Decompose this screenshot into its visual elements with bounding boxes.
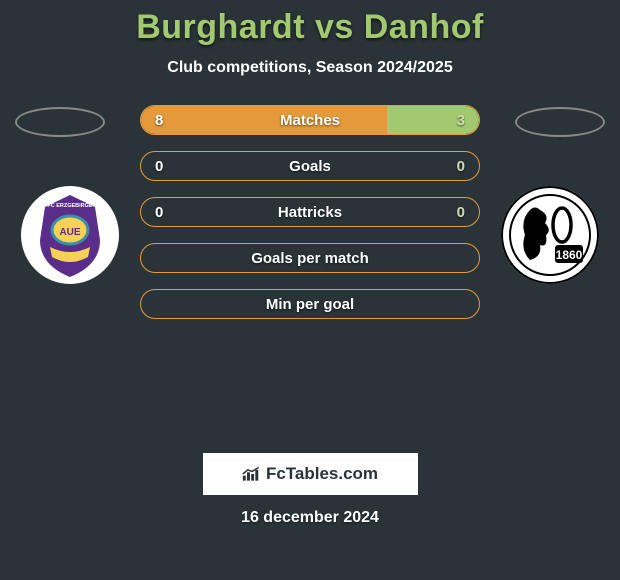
svg-text:1860: 1860	[556, 248, 583, 262]
stat-value-left: 0	[155, 158, 185, 175]
team-badge-right: 1860	[500, 185, 600, 285]
stat-bar: 0Hattricks0	[140, 197, 480, 227]
stat-value-left: 0	[155, 204, 185, 221]
stat-bars: 8Matches30Goals00Hattricks0Goals per mat…	[140, 105, 480, 335]
chart-icon	[242, 466, 262, 482]
comparison-card: Burghardt vs Danhof Club competitions, S…	[0, 0, 620, 527]
stat-label: Min per goal	[185, 296, 435, 313]
page-title: Burghardt vs Danhof	[0, 8, 620, 47]
stat-label: Goals	[185, 158, 435, 175]
stat-value-right: 0	[435, 204, 465, 221]
stat-label: Hattricks	[185, 204, 435, 221]
stat-value-right: 3	[435, 112, 465, 129]
main-area: AUE FC ERZGEBIRGE 1860 8Matches30Goals00…	[0, 105, 620, 445]
svg-text:FC ERZGEBIRGE: FC ERZGEBIRGE	[47, 203, 93, 209]
stat-bar: Min per goal	[140, 289, 480, 319]
stat-label: Matches	[185, 112, 435, 129]
stat-bar: 8Matches3	[140, 105, 480, 135]
stat-value-left: 8	[155, 112, 185, 129]
team-badge-left: AUE FC ERZGEBIRGE	[20, 185, 120, 285]
stat-value-right: 0	[435, 158, 465, 175]
svg-text:AUE: AUE	[59, 227, 80, 238]
right-oval-icon	[515, 107, 605, 137]
stat-label: Goals per match	[185, 250, 435, 267]
subtitle: Club competitions, Season 2024/2025	[0, 59, 620, 77]
date-label: 16 december 2024	[0, 509, 620, 527]
stat-bar: 0Goals0	[140, 151, 480, 181]
logo-text: FcTables.com	[266, 464, 378, 484]
left-oval-icon	[15, 107, 105, 137]
stat-bar: Goals per match	[140, 243, 480, 273]
fctables-logo[interactable]: FcTables.com	[203, 453, 418, 495]
